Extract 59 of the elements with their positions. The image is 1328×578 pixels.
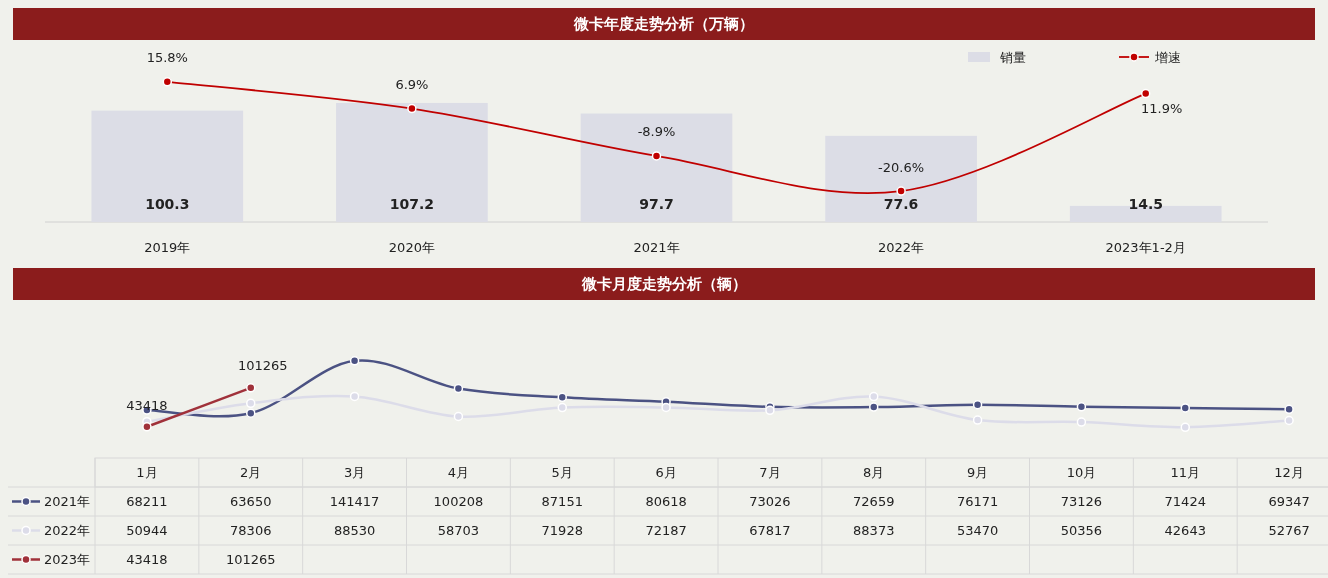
x-tick-label: 2019年: [144, 239, 191, 255]
annotation: 101265: [237, 358, 288, 374]
data-label: 58703: [437, 523, 480, 538]
x-tick-label: 1月: [136, 465, 158, 480]
x-tick-label: 2023年1-2月: [1105, 239, 1186, 255]
data-label: 77.6: [883, 196, 919, 212]
data-label: 71928: [541, 523, 583, 538]
legend-label: 2022年: [44, 523, 91, 538]
data-label: 107.2: [389, 196, 435, 212]
data-label: 69347: [1268, 494, 1310, 509]
x-tick-label: 2020年: [388, 239, 435, 255]
chart-title: 微卡月度走势分析（辆）: [580, 275, 747, 293]
data-label: 97.7: [639, 196, 674, 212]
legend-label: 增速: [1154, 49, 1181, 65]
data-label: 80618: [645, 494, 687, 509]
x-tick-label: 5月: [551, 465, 573, 480]
data-label: 88373: [853, 523, 895, 538]
data-label: 68211: [126, 494, 168, 509]
data-label: 72187: [645, 523, 687, 538]
x-tick-label: 3月: [343, 465, 366, 480]
data-label: 76171: [956, 494, 999, 509]
legend-label: 销量: [999, 49, 1026, 65]
x-tick-label: 9月: [966, 465, 989, 480]
data-label: 141417: [329, 494, 380, 509]
x-tick-label: 8月: [863, 465, 885, 480]
x-tick-label: 10月: [1066, 465, 1097, 480]
data-label: 71424: [1164, 494, 1206, 509]
legend-label: 2023年: [44, 552, 91, 567]
x-tick-label: 6月: [655, 465, 677, 480]
legend-label: 2021年: [44, 494, 91, 509]
x-tick-label: 2月: [240, 465, 262, 480]
data-label: 73026: [749, 494, 791, 509]
data-label: 100.3: [145, 196, 190, 212]
data-label: 73126: [1060, 494, 1103, 509]
data-label: 87151: [541, 494, 583, 509]
data-label: 63650: [230, 494, 272, 509]
data-label: 11.9%: [1141, 101, 1183, 117]
data-label: 53470: [956, 523, 999, 538]
data-label: 88530: [333, 523, 376, 538]
data-label: 42643: [1164, 523, 1206, 538]
data-label: 101265: [225, 552, 276, 567]
x-tick-label: 7月: [759, 465, 781, 480]
chart-title: 微卡年度走势分析（万辆）: [573, 15, 754, 33]
data-label: 50944: [126, 523, 168, 538]
x-tick-label: 11月: [1170, 465, 1201, 480]
data-label: 72659: [853, 494, 895, 509]
data-label: 67817: [749, 523, 791, 538]
data-label: 15.8%: [146, 50, 188, 66]
annotation: 43418: [126, 398, 168, 414]
x-tick-label: 12月: [1274, 465, 1304, 480]
data-label: 78306: [230, 523, 272, 538]
data-label: 50356: [1060, 523, 1103, 538]
x-tick-label: 2022年: [878, 239, 925, 255]
data-label: 14.5: [1128, 196, 1163, 212]
x-tick-label: 2021年: [633, 239, 680, 255]
x-tick-label: 4月: [447, 465, 470, 480]
data-label: 43418: [126, 552, 168, 567]
data-label: 52767: [1268, 523, 1310, 538]
data-label: 100208: [433, 494, 484, 509]
